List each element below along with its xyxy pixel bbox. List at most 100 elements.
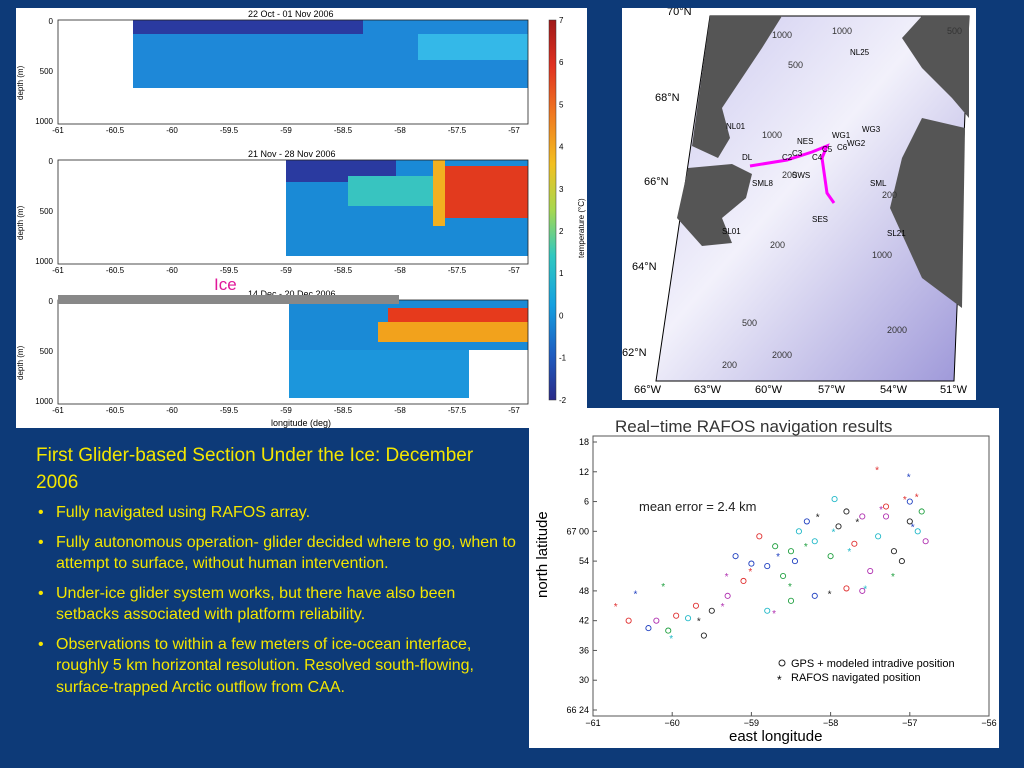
x-tick-label: -59.5 [220, 126, 239, 135]
latitude-label: 62°N [622, 347, 647, 359]
map-frame [655, 15, 970, 382]
latitude-label: 70°N [667, 8, 692, 18]
mooring-label: SWS [792, 171, 810, 180]
gps-point [906, 498, 913, 505]
section-frame [57, 19, 529, 125]
gps-point [811, 538, 818, 545]
y-tick-label: 1000 [35, 397, 53, 406]
mooring-label: SML [870, 179, 887, 188]
x-tick-label: -60 [166, 126, 178, 135]
gps-point [882, 513, 890, 520]
gps-point [787, 597, 795, 604]
x-tick-label: -58.5 [334, 266, 353, 275]
latitude-label: 64°N [632, 261, 657, 273]
temperature-field [418, 34, 528, 60]
gps-point [898, 558, 905, 565]
gps-point [740, 577, 747, 585]
slide-heading: First Glider-based Section Under the Ice… [36, 445, 474, 493]
colorbar-tick: 6 [559, 58, 564, 67]
legend-star-marker: * [777, 673, 782, 687]
contour-label: 200 [782, 170, 797, 180]
y-axis-label: depth (m) [16, 65, 25, 100]
temperature-field [289, 350, 469, 398]
mooring-label: SML8 [752, 179, 773, 188]
gps-point [827, 553, 834, 560]
labrador-sea-map: 70°N 68°N 66°N 64°N 62°N 66°W 63°W 60°W 57°W 54°W… [622, 8, 976, 400]
temperature-field [378, 322, 528, 342]
temperature-field [433, 160, 445, 226]
y-tick-label: 6 [584, 497, 589, 507]
y-tick-label: 67 00 [566, 526, 589, 536]
gps-point [700, 632, 707, 639]
contour-label: 1000 [762, 130, 782, 140]
contour-label: 500 [788, 60, 803, 70]
section-title: 14 Dec - 20 Dec 2006 [248, 289, 336, 299]
mooring-label: WG1 [832, 131, 851, 140]
x-tick-label: -57 [508, 406, 520, 415]
colorbar-tick: 2 [559, 227, 564, 236]
x-tick-label: -59 [280, 266, 292, 275]
gps-point [795, 528, 802, 535]
legend-rafos: RAFOS navigated position [791, 672, 921, 684]
gps-point [803, 518, 810, 525]
greenland-north [902, 16, 969, 118]
x-tick-label: -58.5 [334, 406, 353, 415]
gps-point [867, 567, 874, 575]
ice-bar [58, 295, 399, 304]
rafos-point: * [828, 589, 832, 600]
rafos-point: * [911, 522, 915, 533]
mooring-label: SL21 [887, 229, 906, 238]
mooring-label: C3 [792, 149, 803, 158]
section-panel: 22 Oct - 01 Nov 2006 0 500 1000-61 -60.5 -60 -… [16, 9, 529, 135]
rafos-point: * [721, 602, 725, 613]
x-tick-label: -58 [394, 126, 406, 135]
colorbar-tick: -1 [559, 354, 567, 363]
y-axis-label: depth (m) [16, 205, 25, 240]
gps-point [859, 587, 866, 594]
longitude-label: 66°W [634, 384, 662, 396]
x-tick-label: -57.5 [448, 266, 467, 275]
rafos-point: * [915, 493, 919, 504]
gps-point [708, 607, 715, 614]
greenland-south [890, 118, 965, 308]
rafos-point: * [661, 582, 665, 593]
gps-point [665, 627, 672, 634]
gps-point [645, 625, 652, 632]
contour-label: 2000 [772, 350, 792, 360]
y-tick-label: 18 [579, 437, 589, 447]
rafos-point: * [614, 602, 618, 613]
x-tick-label: −61 [585, 718, 600, 728]
y-axis-label: north latitude [534, 511, 551, 598]
gps-point [875, 533, 882, 540]
y-tick-label: 500 [40, 207, 54, 216]
mooring-label: C2 [782, 153, 793, 162]
gps-point [851, 540, 858, 547]
y-tick-label: 0 [49, 297, 54, 306]
bullet-item: Under-ice glider system works, but there… [36, 583, 516, 626]
colorbar-tick: 4 [559, 143, 564, 152]
colorbar-tick: -2 [559, 396, 567, 405]
gps-point [831, 496, 838, 503]
contour-label: 1000 [832, 26, 852, 36]
colorbar-tick: 5 [559, 100, 564, 109]
gps-point [859, 513, 866, 520]
rafos-point: * [816, 512, 820, 523]
latitude-label: 68°N [655, 92, 680, 104]
gps-point [906, 518, 913, 525]
x-tick-label: -60 [166, 406, 178, 415]
y-tick-label: 1000 [35, 257, 53, 266]
rafos-point: * [772, 609, 776, 620]
x-tick-label: -60.5 [106, 266, 125, 275]
gps-point [692, 602, 700, 609]
section-xlabel: longitude (deg) [271, 418, 331, 428]
x-tick-label: -57.5 [448, 406, 467, 415]
colorbar-tick: 0 [559, 311, 564, 320]
mooring-label: WG2 [847, 139, 866, 148]
rafos-point: * [697, 617, 701, 628]
contour-label: 200 [722, 360, 737, 370]
rafos-point: * [855, 517, 859, 528]
gps-point [835, 523, 842, 530]
baffin-island [692, 16, 782, 158]
temperature-field [133, 20, 363, 34]
gps-point [791, 558, 799, 565]
